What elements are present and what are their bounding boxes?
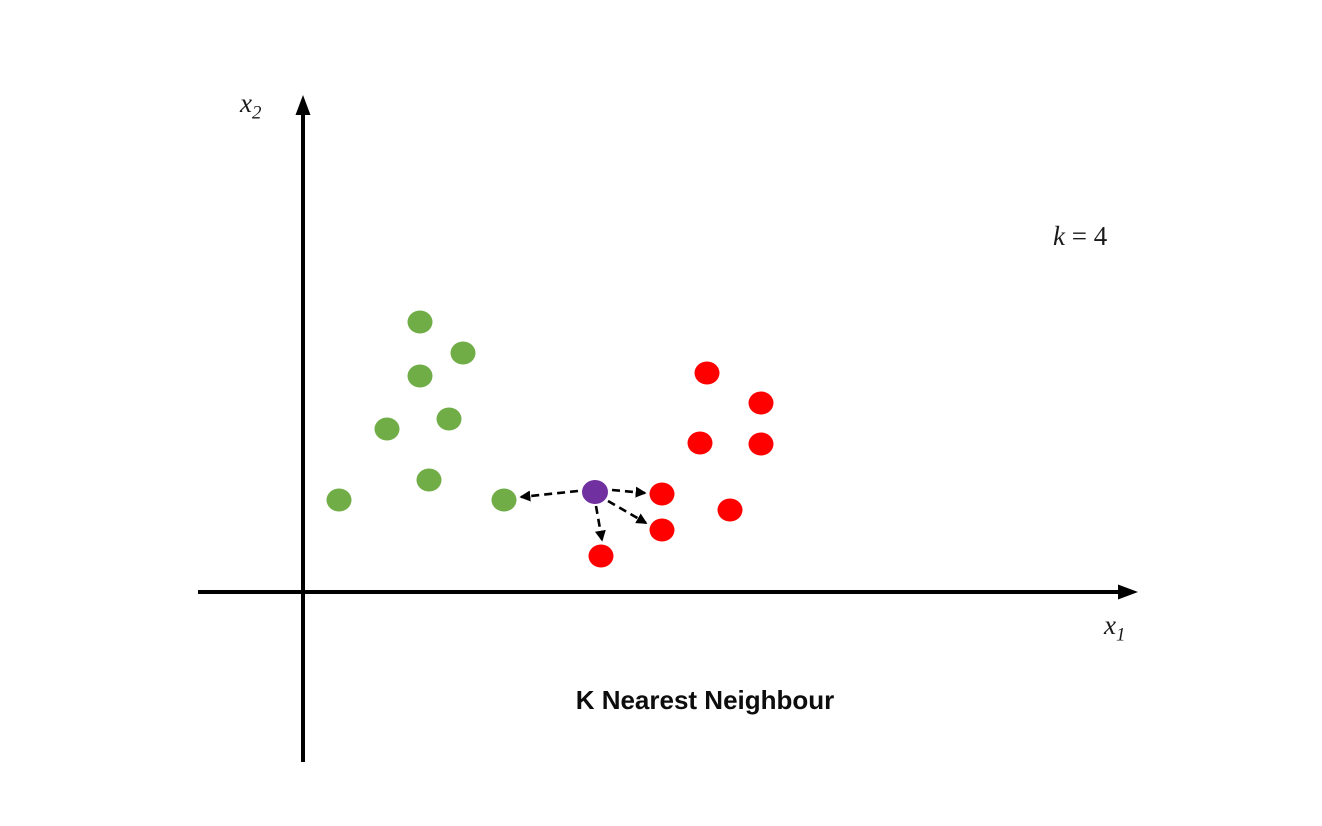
neighbor-arrow — [607, 499, 648, 525]
k-value-annotation: k = 4 — [1053, 221, 1108, 251]
data-point-class-a-green — [491, 488, 517, 512]
data-point-class-b-red — [649, 518, 675, 542]
y-axis-arrowhead-icon — [295, 95, 311, 115]
data-point-class-b-red — [649, 482, 675, 506]
data-point-class-b-red — [748, 432, 774, 456]
data-point-class-a-green — [416, 468, 442, 492]
data-point-class-a-green — [326, 488, 352, 512]
data-point-class-a-green — [407, 310, 433, 334]
data-point-class-a-green — [450, 341, 476, 365]
data-point-class-b-red — [748, 391, 774, 415]
data-point-class-a-green — [374, 417, 400, 441]
y-axis-label: x2 — [240, 88, 262, 124]
query-point — [582, 480, 608, 504]
data-point-class-a-green — [436, 407, 462, 431]
figure-title: K Nearest Neighbour — [575, 685, 835, 715]
data-point-class-b-red — [694, 361, 720, 385]
neighbor-arrow — [611, 486, 647, 498]
data-point-class-b-red — [687, 431, 713, 455]
x-axis-label: x1 — [1104, 610, 1126, 646]
data-point-class-b-red — [717, 498, 743, 522]
x-axis-arrowhead-icon — [1118, 584, 1138, 600]
neighbor-arrow — [594, 505, 606, 542]
data-point-class-a-green — [407, 364, 433, 388]
data-point-class-b-red — [588, 544, 614, 568]
neighbor-arrow — [519, 489, 579, 502]
